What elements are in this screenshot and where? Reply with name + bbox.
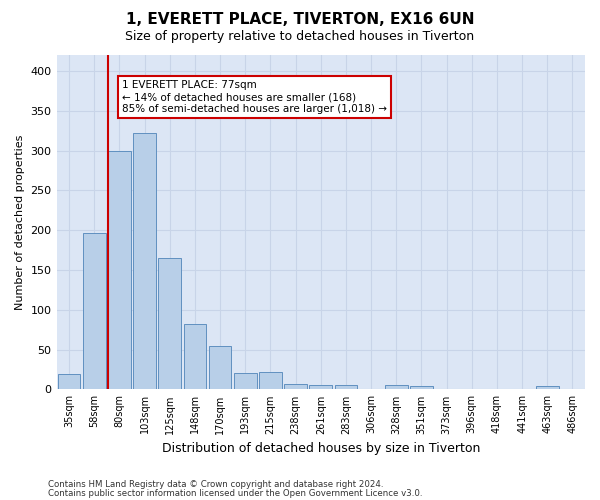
Text: Contains public sector information licensed under the Open Government Licence v3: Contains public sector information licen… <box>48 488 422 498</box>
Bar <box>83 232 106 390</box>
Bar <box>310 384 332 390</box>
Bar <box>209 346 232 390</box>
X-axis label: Distribution of detached houses by size in Tiverton: Distribution of detached houses by size … <box>161 442 480 455</box>
Bar <box>259 372 282 390</box>
Bar <box>410 386 433 390</box>
Bar <box>234 372 257 390</box>
Bar <box>335 386 357 390</box>
Y-axis label: Number of detached properties: Number of detached properties <box>15 134 25 310</box>
Bar <box>536 386 559 390</box>
Text: 1 EVERETT PLACE: 77sqm
← 14% of detached houses are smaller (168)
85% of semi-de: 1 EVERETT PLACE: 77sqm ← 14% of detached… <box>122 80 387 114</box>
Bar <box>58 374 80 390</box>
Bar <box>158 258 181 390</box>
Text: Contains HM Land Registry data © Crown copyright and database right 2024.: Contains HM Land Registry data © Crown c… <box>48 480 383 489</box>
Text: Size of property relative to detached houses in Tiverton: Size of property relative to detached ho… <box>125 30 475 43</box>
Bar <box>108 150 131 390</box>
Bar <box>284 384 307 390</box>
Text: 1, EVERETT PLACE, TIVERTON, EX16 6UN: 1, EVERETT PLACE, TIVERTON, EX16 6UN <box>126 12 474 28</box>
Bar <box>385 386 407 390</box>
Bar <box>133 133 156 390</box>
Bar <box>184 324 206 390</box>
